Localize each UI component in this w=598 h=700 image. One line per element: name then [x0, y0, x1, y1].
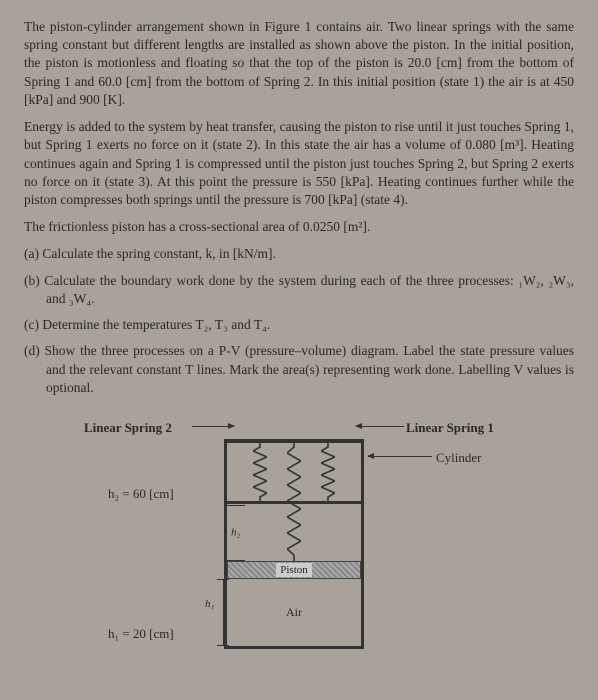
spring2-arrow	[192, 426, 234, 427]
paragraph-3: The frictionless piston has a cross-sect…	[24, 218, 574, 236]
cylinder: h₂ h₁ Piston Air	[224, 439, 364, 649]
h1-value-text: h₁ = 20 [cm]	[108, 626, 174, 641]
item-c: (c) Determine the temperatures T₂, T₃ an…	[24, 316, 574, 334]
paragraph-2: Energy is added to the system by heat tr…	[24, 118, 574, 209]
h2-value-text: h₂ = 60 [cm]	[108, 486, 174, 501]
paragraph-1: The piston-cylinder arrangement shown in…	[24, 18, 574, 109]
spring1-label-text: Linear Spring 1	[406, 420, 494, 435]
piston: Piston	[227, 561, 361, 579]
h2-marker: h₂	[227, 505, 253, 561]
h1-value: h₁ = 20 [cm]	[108, 625, 174, 643]
spring-2-right	[321, 443, 335, 501]
h2-small-label: h₂	[231, 526, 240, 541]
cylinder-label-text: Cylinder	[436, 450, 482, 465]
piston-label: Piston	[276, 563, 312, 578]
air-region: Air	[227, 579, 361, 646]
spring2-label: Linear Spring 2	[84, 419, 172, 437]
item-b: (b) Calculate the boundary work done by …	[24, 272, 574, 308]
air-label: Air	[286, 604, 302, 620]
spring-2-left	[253, 443, 267, 501]
spring2-label-text: Linear Spring 2	[84, 420, 172, 435]
spring1-label: Linear Spring 1	[406, 419, 494, 437]
h2-value: h₂ = 60 [cm]	[108, 485, 174, 503]
item-d: (d) Show the three processes on a P-V (p…	[24, 342, 574, 397]
item-a: (a) Calculate the spring constant, k, in…	[24, 245, 574, 263]
cylinder-arrow	[368, 456, 432, 457]
spring-1	[287, 443, 301, 561]
spring1-arrow	[356, 426, 404, 427]
h1-small-label: h₁	[205, 597, 214, 612]
cylinder-label: Cylinder	[436, 449, 482, 467]
figure: Linear Spring 2 Linear Spring 1 Cylinder…	[24, 407, 574, 677]
